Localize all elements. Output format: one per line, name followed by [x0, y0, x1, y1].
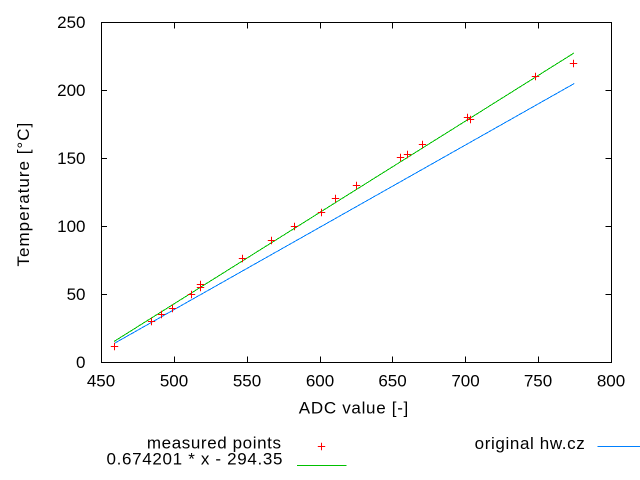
- svg-text:ADC value [-]: ADC value [-]: [299, 399, 409, 418]
- svg-text:measured points: measured points: [147, 434, 282, 453]
- svg-text:800: 800: [597, 372, 625, 391]
- svg-text:450: 450: [87, 372, 115, 391]
- svg-text:500: 500: [160, 372, 188, 391]
- svg-text:original hw.cz: original hw.cz: [475, 434, 586, 453]
- svg-text:650: 650: [378, 372, 406, 391]
- svg-text:250: 250: [57, 13, 85, 32]
- svg-text:150: 150: [57, 149, 85, 168]
- svg-text:600: 600: [306, 372, 334, 391]
- svg-text:200: 200: [57, 81, 85, 100]
- svg-text:50: 50: [67, 285, 86, 304]
- svg-text:100: 100: [57, 217, 85, 236]
- svg-text:0.674201 * x - 294.35: 0.674201 * x - 294.35: [107, 450, 284, 469]
- svg-text:700: 700: [451, 372, 479, 391]
- svg-text:750: 750: [524, 372, 552, 391]
- svg-text:0: 0: [76, 353, 85, 372]
- svg-text:Temperature [°C]: Temperature [°C]: [14, 122, 33, 267]
- svg-text:550: 550: [233, 372, 261, 391]
